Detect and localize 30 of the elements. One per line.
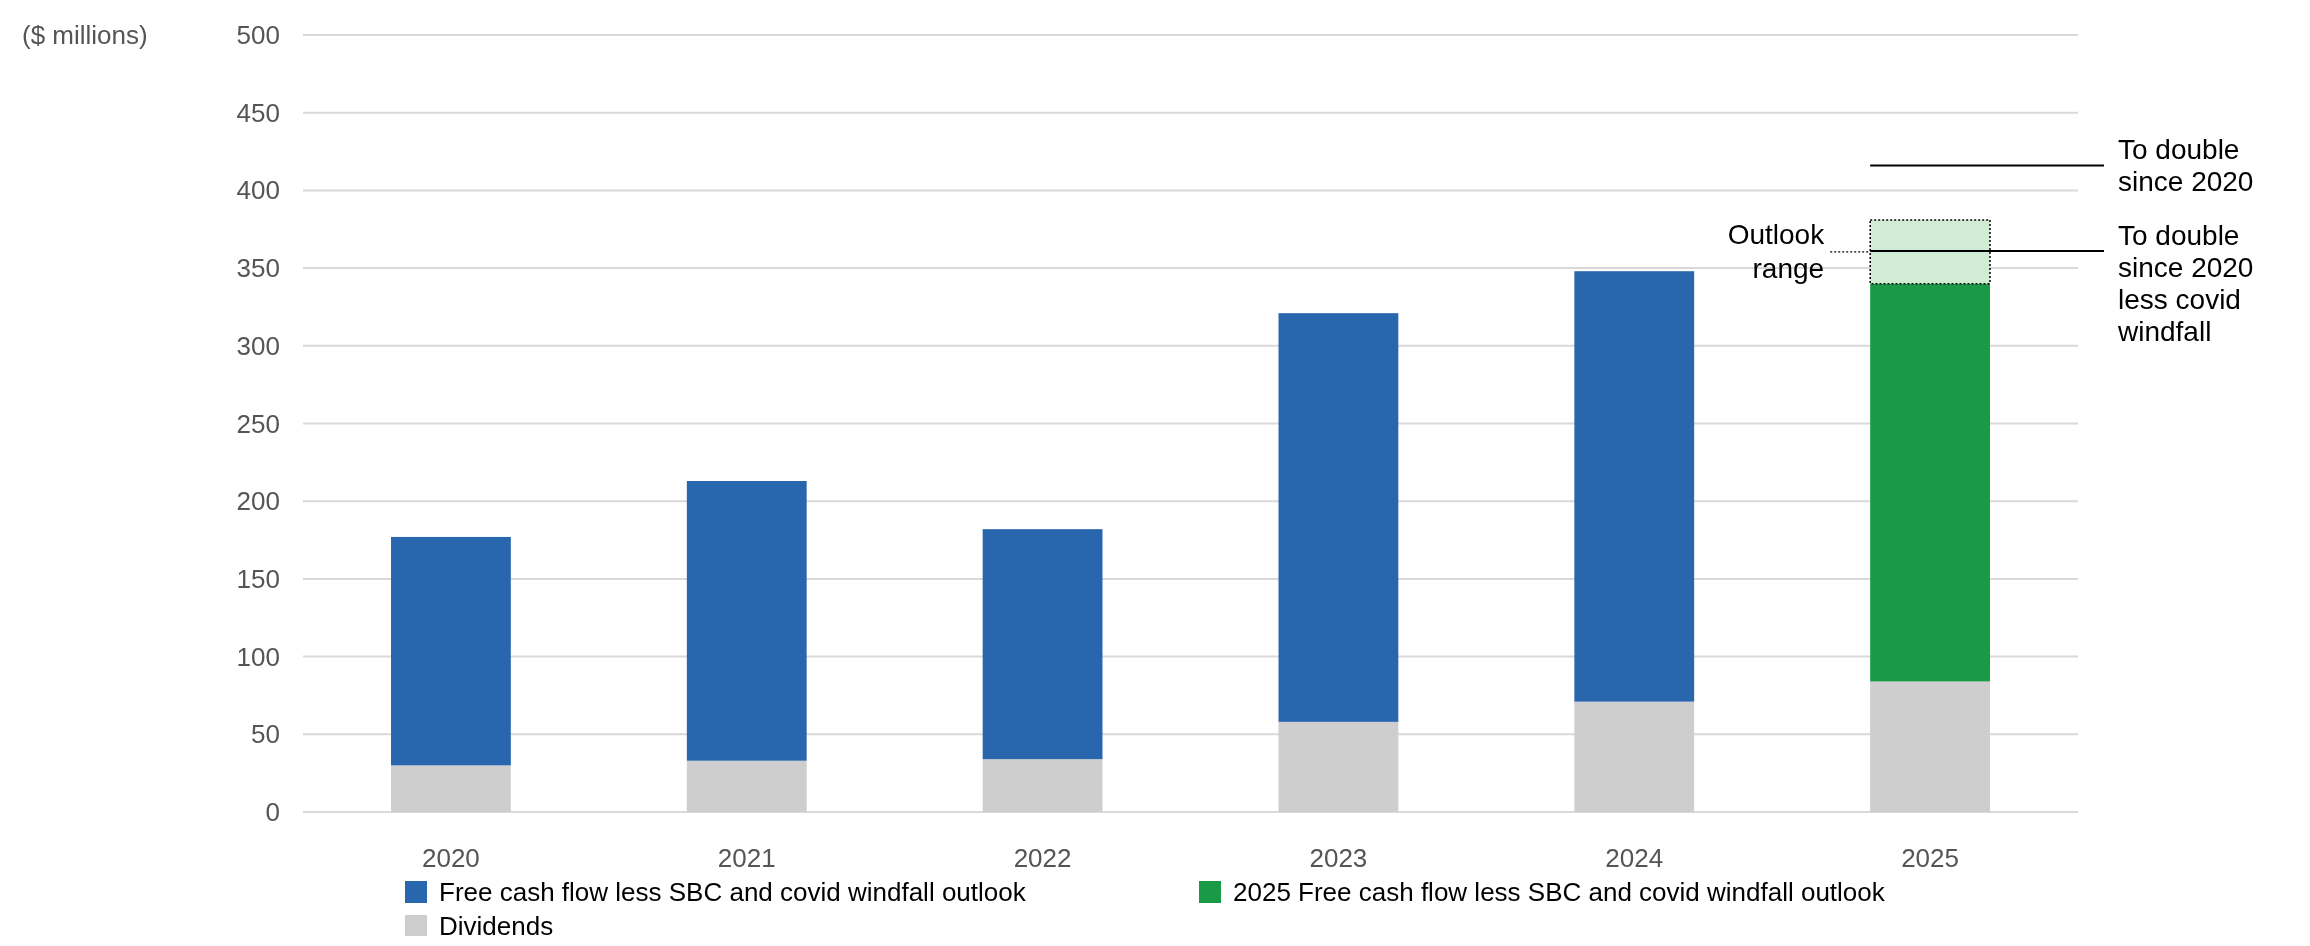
y-tick-label: 150	[236, 563, 280, 594]
legend-label: Free cash flow less SBC and covid windfall outlook	[439, 877, 1027, 907]
y-tick-label: 200	[236, 486, 280, 517]
y-tick-label: 450	[236, 97, 280, 128]
bar	[982, 529, 1103, 760]
legend-label: Dividends	[439, 911, 554, 941]
x-tick-label: 2020	[421, 843, 480, 873]
y-tick-label: 350	[236, 253, 280, 284]
bar	[1870, 283, 1990, 682]
bar	[1574, 271, 1695, 702]
annotation: Outlook range	[1727, 219, 1826, 285]
legend-label: 2025 Free cash flow less SBC and covid windfall outlook	[1233, 877, 1886, 907]
x-tick-label: 2021	[717, 843, 776, 873]
ref-line-label: To double since 2020	[2118, 134, 2254, 198]
x-tick-label: 2022	[1013, 843, 1072, 873]
y-axis-title: ($ millions)	[22, 20, 148, 50]
y-tick-label: 500	[236, 20, 280, 50]
y-tick-label: 0	[265, 797, 280, 827]
y-tick-label: 50	[251, 719, 280, 750]
y-tick-label: 400	[236, 175, 280, 206]
y-tick-label: 300	[236, 330, 280, 361]
bar	[1278, 313, 1399, 722]
x-tick-label: 2023	[1309, 843, 1368, 873]
bar	[686, 481, 807, 761]
bar	[391, 536, 511, 766]
y-tick-label: 100	[236, 641, 280, 672]
ref-line-label: To double since 2020 less covid windfall	[2117, 219, 2254, 347]
x-tick-label: 2025	[1901, 843, 1960, 873]
x-tick-label: 2024	[1605, 843, 1664, 873]
y-tick-label: 250	[236, 408, 280, 439]
